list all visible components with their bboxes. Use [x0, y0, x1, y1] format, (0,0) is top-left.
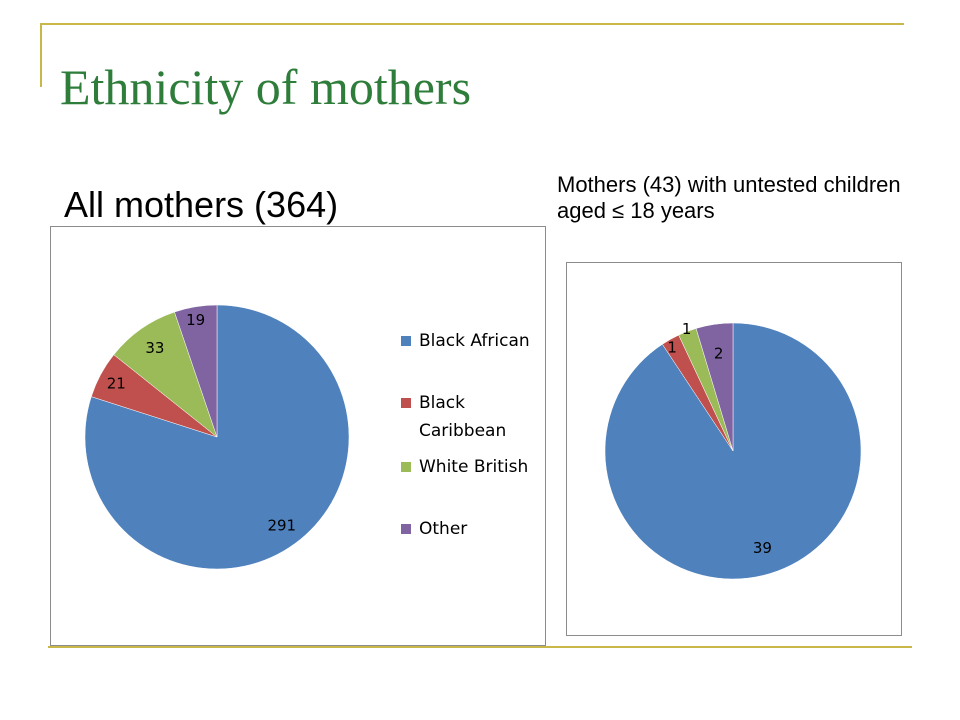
- all-mothers-pie-chart: 291 21 33 19 Black African Black Caribbean Whit…: [84, 304, 530, 570]
- legend-label-other: Other: [419, 519, 467, 539]
- right-chart-caption: Mothers (43) with untested children aged…: [557, 172, 901, 223]
- pie2-data-label-other: 2: [714, 345, 724, 363]
- pie2-data-label-white-british: 1: [682, 320, 692, 338]
- untested-children-chart-area: 39 1 1 2: [566, 262, 902, 636]
- legend-label-white-british: White British: [419, 457, 528, 477]
- slide-title: Ethnicity of mothers: [60, 59, 472, 115]
- left-accent-line: [40, 23, 42, 87]
- bottom-accent-line: [48, 646, 912, 648]
- pie2-data-label-black-caribbean: 1: [667, 338, 677, 356]
- legend-swatch-black-african: [401, 336, 411, 346]
- legend-swatch-other: [401, 524, 411, 534]
- legend-label-black-african: Black African: [419, 331, 530, 351]
- pie2-data-label-black-african: 39: [753, 539, 772, 557]
- all-mothers-chart-area: 291 21 33 19 Black African Black Caribbean Whit…: [50, 226, 546, 646]
- pie1-data-label-black-african: 291: [267, 516, 296, 534]
- pie1-slice-other: [174, 304, 218, 438]
- pie1-data-label-black-caribbean: 21: [107, 375, 126, 393]
- left-chart-caption: All mothers (364): [64, 184, 339, 225]
- legend-swatch-white-british: [401, 462, 411, 472]
- top-accent-line: [40, 23, 904, 25]
- pie1-data-label-other: 19: [186, 311, 205, 329]
- legend-swatch-black-caribbean: [401, 398, 411, 408]
- pie2-slice-other: [695, 322, 734, 452]
- untested-children-pie-chart: 39 11 2: [604, 320, 862, 580]
- pie1-data-label-white-british: 33: [145, 339, 164, 357]
- legend-label-black-caribbean: Black Caribbean: [419, 393, 506, 441]
